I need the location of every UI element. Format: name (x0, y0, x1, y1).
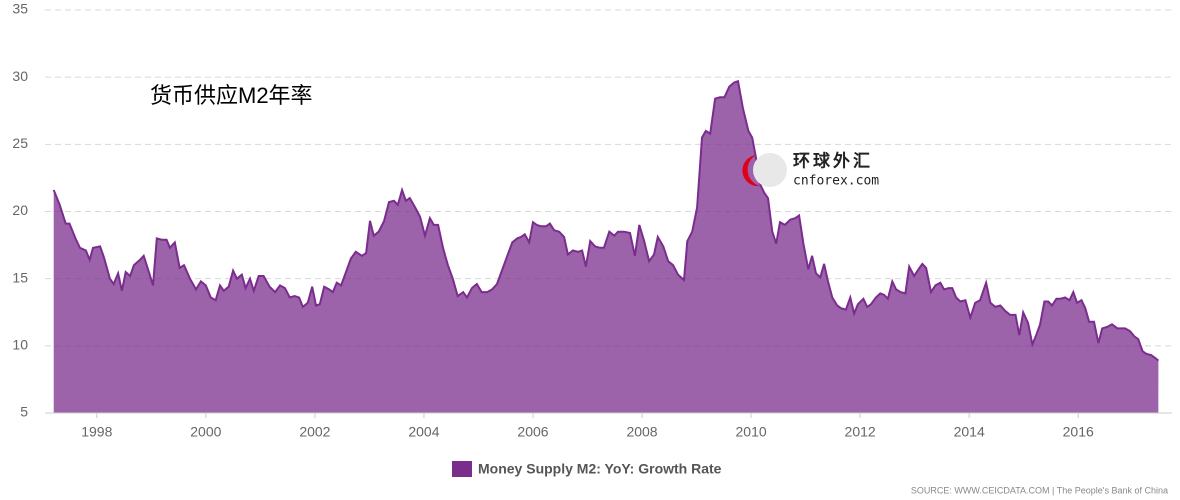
x-tick-label: 2012 (845, 424, 876, 440)
legend-swatch (452, 461, 472, 477)
watermark-globe (753, 153, 787, 187)
area (53, 81, 1159, 413)
x-tick-label: 1998 (81, 424, 112, 440)
y-tick-label: 35 (12, 1, 28, 17)
annotation: 货币供应M2年率 (150, 83, 313, 108)
watermark-logo (742, 155, 760, 187)
x-tick-label: 2008 (626, 424, 657, 440)
x-tick-label: 2014 (954, 424, 985, 440)
y-tick-label: 25 (12, 135, 28, 151)
y-tick-label: 15 (12, 269, 28, 285)
y-tick-label: 30 (12, 68, 28, 84)
x-tick-label: 2002 (299, 424, 330, 440)
plot: 5 10 15 20 25 30 35 1998 2000 2002 2004 2006 2008 201… (12, 1, 1172, 477)
y-tick-label: 5 (20, 404, 28, 420)
x-tick-label: 2000 (190, 424, 221, 440)
watermark-url: cnforex.com (793, 174, 879, 189)
x-tick-label: 2016 (1063, 424, 1094, 440)
x-tick-label: 2010 (736, 424, 767, 440)
legend-label: Money Supply M2: YoY: Growth Rate (478, 461, 722, 477)
x-tick-label: 2006 (517, 424, 548, 440)
x-tick-label: 2004 (408, 424, 439, 440)
y-tick-label: 20 (12, 202, 28, 218)
area-line (52, 79, 1160, 362)
y-tick-label: 10 (12, 337, 28, 353)
source: SOURCE: WWW.CEICDATA.COM | The People's … (911, 485, 1168, 495)
watermark: 环球外汇 cnforex.com (742, 150, 879, 189)
watermark-text: 环球外汇 (793, 150, 873, 170)
